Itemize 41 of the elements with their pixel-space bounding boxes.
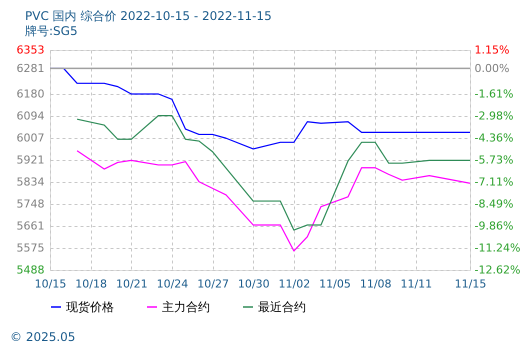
legend-label: 最近合约 xyxy=(258,300,306,314)
y-tick-label: 6180 xyxy=(16,88,44,100)
y2-tick-label: 1.15% xyxy=(474,44,510,56)
x-tick-label: 10/15 xyxy=(34,278,66,290)
y-tick-label: 5834 xyxy=(16,176,44,188)
x-tick-label: 10/24 xyxy=(156,278,188,290)
y2-tick-label: 0.00% xyxy=(474,62,510,75)
y2-tick-label: -8.49% xyxy=(474,198,514,211)
y-tick-label: 5921 xyxy=(16,153,44,166)
y2-tick-label: -9.86% xyxy=(474,219,514,232)
x-tick-label: 11/11 xyxy=(400,278,432,290)
y-tick-label: 6094 xyxy=(16,109,44,122)
x-tick-label: 10/21 xyxy=(116,278,148,290)
text: © 2025.05 xyxy=(10,330,76,344)
x-tick-label: 10/18 xyxy=(75,278,107,290)
x-tick-label: 11/15 xyxy=(454,278,486,290)
chart-subtitle: 牌号:SG5 xyxy=(25,24,78,38)
y-tick-label: 5575 xyxy=(16,241,44,254)
x-tick-label: 10/27 xyxy=(197,278,229,290)
legend-label: 主力合约 xyxy=(162,300,210,314)
legend-label: 现货价格 xyxy=(66,300,114,314)
y-tick-label: 5748 xyxy=(16,197,44,210)
y-tick-label: 6007 xyxy=(16,132,44,144)
y2-tick-label: -11.24% xyxy=(474,241,520,254)
x-tick-label: 11/02 xyxy=(278,278,310,290)
y-tick-label: 6353 xyxy=(16,44,44,56)
line-series xyxy=(76,150,471,252)
x-tick-label: 11/08 xyxy=(360,278,392,290)
y-tick-label: 6281 xyxy=(16,62,44,75)
y2-tick-label: -5.73% xyxy=(474,153,514,166)
x-tick-label: 11/05 xyxy=(319,278,351,290)
chart-title: PVC 国内 综合价 2022-10-15 - 2022-11-15 xyxy=(25,9,272,23)
y2-tick-label: -4.36% xyxy=(474,132,514,145)
y2-tick-label: -7.11% xyxy=(474,175,514,188)
y2-tick-label: -2.98% xyxy=(474,109,514,122)
y2-tick-label: -12.62% xyxy=(474,264,520,276)
y-tick-label: 5488 xyxy=(16,264,44,276)
x-tick-label: 10/30 xyxy=(238,278,270,290)
y-tick-label: 5661 xyxy=(16,220,44,232)
line-series xyxy=(76,115,471,231)
y2-tick-label: -1.61% xyxy=(474,88,514,101)
